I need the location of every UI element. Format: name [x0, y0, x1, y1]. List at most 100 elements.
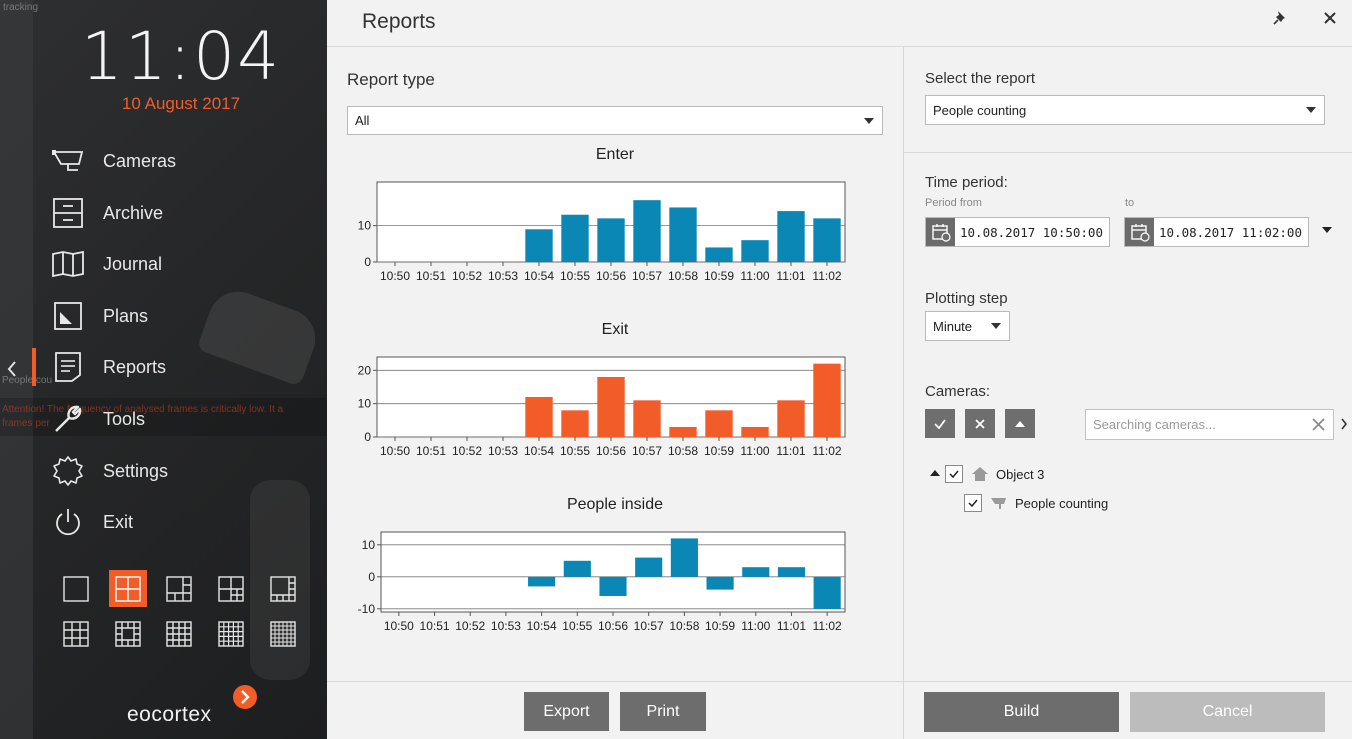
bar [597, 377, 625, 437]
tree-checkbox-object[interactable] [945, 465, 963, 483]
tree-checkbox-camera[interactable] [964, 494, 982, 512]
background-overlay-text: tracking [3, 2, 39, 13]
background-overlay-text: People cou [2, 375, 53, 386]
bar [705, 247, 733, 262]
select-report-dropdown[interactable]: People counting [925, 95, 1325, 125]
report-type-select[interactable]: All [347, 106, 883, 135]
bar [525, 229, 553, 262]
plotting-step-value: Minute [933, 318, 973, 334]
page-title: Reports [362, 10, 436, 33]
bar [670, 538, 698, 577]
bar [777, 211, 805, 262]
nav-item-tools[interactable]: Tools [0, 394, 327, 444]
clear-search-icon[interactable] [1312, 418, 1325, 431]
deselect-all-cameras-button[interactable] [965, 409, 995, 438]
period-to-value: 10.08.2017 11:02:00 [1159, 224, 1302, 240]
nav-item-cameras[interactable]: Cameras [0, 136, 327, 186]
layout-6x6-button[interactable] [264, 615, 302, 652]
people-inside-chart: -10 0 10 10:50 10:51 10:52 10:53 10:54 10:55 10:5… [358, 531, 846, 633]
sidebar: tracking People cou Attention! The frequ… [0, 0, 327, 739]
x-tick-label: 10:58 [669, 619, 699, 633]
x-tick-label: 10:50 [380, 269, 410, 283]
bar [525, 397, 553, 437]
x-tick-label: 10:52 [452, 444, 482, 458]
chevron-down-icon [991, 323, 1001, 329]
layout-3x3-button[interactable] [57, 615, 95, 652]
build-button[interactable]: Build [924, 692, 1119, 732]
layout-1plus9-button[interactable] [264, 570, 302, 607]
bar [813, 218, 841, 262]
chevron-left-icon[interactable] [4, 358, 20, 380]
layout-1plus7-button[interactable] [212, 570, 250, 607]
chevron-right-icon[interactable] [1340, 417, 1348, 431]
x-tick-label: 10:57 [634, 619, 664, 633]
select-all-cameras-button[interactable] [925, 409, 955, 438]
pin-icon[interactable] [1270, 8, 1290, 28]
period-to-field[interactable]: 10.08.2017 11:02:00 [1124, 217, 1309, 247]
period-presets-dropdown-icon[interactable] [1321, 226, 1333, 234]
close-icon[interactable] [1320, 8, 1340, 28]
x-tick-label: 11:01 [777, 619, 806, 633]
x-tick-label: 11:01 [776, 269, 805, 283]
nav-item-journal[interactable]: Journal [0, 239, 327, 289]
gear-icon [50, 453, 86, 489]
enter-chart: 0 10 10:50 10:51 10:52 10:53 10:54 10:55 10:56 10… [358, 181, 846, 283]
brand-logo: eocortex [127, 703, 212, 726]
export-button[interactable]: Export [524, 692, 609, 731]
collapse-tree-button[interactable] [1005, 409, 1035, 438]
camera-search-input[interactable] [1086, 410, 1301, 439]
x-tick-label: 10:54 [524, 269, 554, 283]
sidebar-collapse-strip[interactable] [0, 0, 33, 739]
current-date: 10 August 2017 [121, 94, 241, 113]
y-tick-label: 0 [368, 570, 375, 584]
calendar-icon[interactable] [1125, 218, 1154, 246]
print-button[interactable]: Print [620, 692, 706, 731]
house-icon [972, 467, 988, 481]
period-from-field[interactable]: 10.08.2017 10:50:00 [925, 217, 1110, 247]
chevron-right-icon [233, 685, 257, 709]
layout-1plus12-button[interactable] [109, 615, 147, 652]
nav-item-exit[interactable]: Exit [0, 497, 327, 547]
x-tick-label: 10:58 [668, 444, 698, 458]
layout-5x5-button[interactable] [212, 615, 250, 652]
bar [777, 400, 805, 437]
triangle-up-icon [1015, 420, 1025, 427]
exit-chart: 0 10 20 10:50 10:51 10:52 10:53 10:54 10:55 10:56… [358, 356, 846, 458]
x-tick-label: 11:00 [740, 444, 769, 458]
select-report-value: People counting [933, 102, 1027, 118]
x-tick-label: 10:59 [705, 619, 735, 633]
chevron-down-icon [1306, 107, 1316, 113]
reports-icon [50, 349, 86, 385]
calendar-icon[interactable] [926, 218, 955, 246]
bar [741, 427, 769, 437]
layout-1plus5-button[interactable] [160, 570, 198, 607]
plot-area [380, 531, 846, 613]
bar [561, 410, 589, 437]
period-to-label: to [1125, 197, 1135, 209]
x-tick-label: 10:51 [420, 619, 450, 633]
x-tick-label: 10:50 [384, 619, 414, 633]
layout-2x2-button[interactable] [109, 570, 147, 607]
x-tick-label: 11:00 [741, 619, 770, 633]
plotting-step-select[interactable]: Minute [925, 311, 1010, 341]
x-tick-label: 10:59 [704, 269, 734, 283]
layout-4x4-button[interactable] [160, 615, 198, 652]
tree-expand-icon[interactable] [930, 469, 940, 477]
chart-title-exit: Exit [601, 321, 629, 338]
x-tick-label: 10:53 [491, 619, 521, 633]
nav-label: Cameras [103, 150, 177, 171]
y-tick-label: 0 [364, 430, 371, 444]
cross-icon [975, 418, 985, 429]
layout-1x1-button[interactable] [57, 570, 95, 607]
bar [563, 560, 591, 577]
checkmark-icon [934, 418, 946, 429]
nav-item-settings[interactable]: Settings [0, 446, 327, 496]
tree-label-object: Object 3 [996, 467, 1045, 482]
nav-item-plans[interactable]: Plans [0, 291, 327, 341]
bar [813, 576, 841, 609]
nav-item-archive[interactable]: Archive [0, 188, 327, 238]
header-divider [327, 46, 1352, 47]
nav-item-reports[interactable]: Reports [0, 342, 327, 392]
bar [706, 576, 734, 590]
select-report-label: Select the report [925, 70, 1036, 87]
